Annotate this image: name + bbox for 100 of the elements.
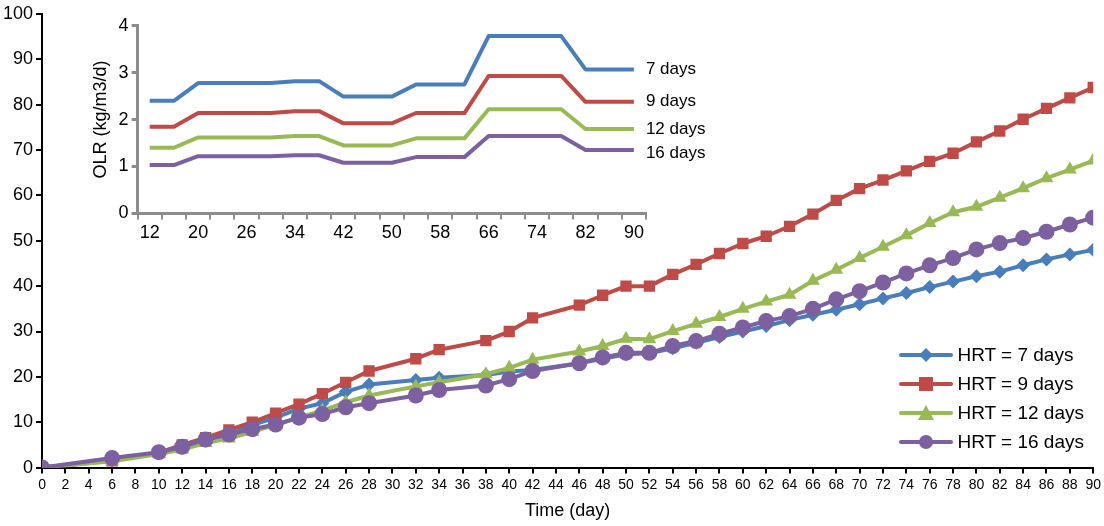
- point: [877, 174, 889, 186]
- point: [1039, 170, 1054, 183]
- x-tick-label: 24: [314, 475, 331, 492]
- x-tick-label: 50: [381, 222, 402, 243]
- point: [900, 165, 912, 177]
- point: [361, 395, 378, 412]
- point: [525, 351, 540, 364]
- legend-label: HRT = 12 days: [957, 401, 1084, 424]
- point: [1062, 247, 1077, 262]
- point: [1064, 92, 1076, 104]
- point: [501, 371, 518, 388]
- x-tick-label: 62: [758, 475, 775, 492]
- x-tick-label: 8: [131, 475, 140, 492]
- x-tick-label: 38: [478, 475, 494, 492]
- x-tick-label: 48: [594, 475, 611, 492]
- point: [992, 264, 1007, 279]
- x-tick-label: 86: [1038, 475, 1055, 492]
- point: [851, 283, 868, 300]
- point: [431, 382, 448, 399]
- point: [690, 258, 702, 271]
- x-tick-label: 6: [108, 475, 117, 492]
- y-tick-label: 70: [13, 139, 34, 160]
- point: [620, 280, 632, 292]
- x-tick-label: 20: [188, 222, 209, 243]
- point: [970, 136, 983, 148]
- x-tick-label: 12: [139, 222, 160, 243]
- point: [712, 309, 727, 322]
- point: [924, 155, 936, 168]
- point: [1040, 102, 1053, 115]
- point: [947, 147, 959, 159]
- x-tick-label: 56: [688, 475, 705, 492]
- point: [290, 409, 307, 426]
- point: [852, 297, 867, 312]
- x-tick-label: 58: [430, 222, 451, 243]
- x-tick-label: 66: [478, 222, 499, 243]
- x-tick-label: 52: [641, 475, 658, 492]
- point: [410, 353, 422, 365]
- point: [968, 241, 985, 258]
- point: [573, 299, 585, 311]
- point: [502, 359, 517, 372]
- x-tick-label: 72: [875, 475, 891, 492]
- x-tick-label: 12: [174, 475, 191, 492]
- point: [337, 399, 354, 416]
- point: [734, 319, 751, 336]
- point: [314, 406, 331, 423]
- point: [991, 235, 1008, 252]
- point: [595, 338, 610, 351]
- x-tick-label: 90: [623, 222, 644, 243]
- point: [433, 344, 445, 356]
- point: [969, 198, 984, 211]
- x-tick-label: 90: [1085, 475, 1102, 492]
- x-tick-label: 26: [236, 222, 257, 243]
- x-tick-label: 10: [151, 475, 167, 492]
- point: [922, 215, 937, 228]
- y-tick-label: 60: [13, 184, 34, 205]
- y-tick-label: 3: [118, 61, 129, 82]
- series-label: 9 days: [645, 91, 696, 111]
- point: [807, 208, 819, 220]
- x-tick-label: 70: [851, 475, 868, 492]
- point: [922, 280, 937, 295]
- legend-label: HRT = 16 days: [957, 430, 1084, 453]
- point: [758, 313, 775, 330]
- point: [874, 274, 891, 291]
- x-tick-label: 22: [291, 475, 307, 492]
- point: [735, 300, 750, 313]
- point: [293, 398, 305, 410]
- point: [713, 247, 726, 260]
- point: [921, 257, 938, 274]
- point: [946, 204, 960, 217]
- y-tick-label: 20: [13, 365, 34, 386]
- y-tick-label: 2: [118, 108, 129, 129]
- x-tick-label: 30: [384, 475, 401, 492]
- point: [572, 343, 587, 356]
- point: [830, 194, 842, 207]
- x-tick-label: 68: [828, 475, 845, 492]
- y-tick-label: 4: [118, 14, 129, 35]
- x-tick-label: 46: [571, 475, 588, 492]
- point: [994, 125, 1006, 137]
- point: [875, 291, 890, 306]
- x-tick-label: 42: [524, 475, 541, 492]
- point: [804, 300, 821, 317]
- x-tick-label: 60: [735, 475, 751, 492]
- y-tick-label: 1: [118, 155, 129, 176]
- point: [267, 416, 284, 433]
- point: [898, 265, 915, 282]
- point: [1016, 258, 1031, 273]
- point: [945, 250, 962, 267]
- y-tick-label: 0: [118, 202, 129, 223]
- point: [362, 377, 377, 392]
- x-tick-label: 82: [575, 222, 596, 243]
- point: [407, 387, 424, 404]
- point: [852, 250, 867, 263]
- point: [828, 291, 845, 308]
- y-tick-label: 0: [23, 456, 34, 477]
- point: [480, 334, 492, 347]
- point: [969, 269, 984, 284]
- x-tick-label: 14: [197, 475, 214, 492]
- point: [1017, 113, 1029, 125]
- y-tick-label: 80: [13, 93, 34, 114]
- point: [1015, 230, 1032, 247]
